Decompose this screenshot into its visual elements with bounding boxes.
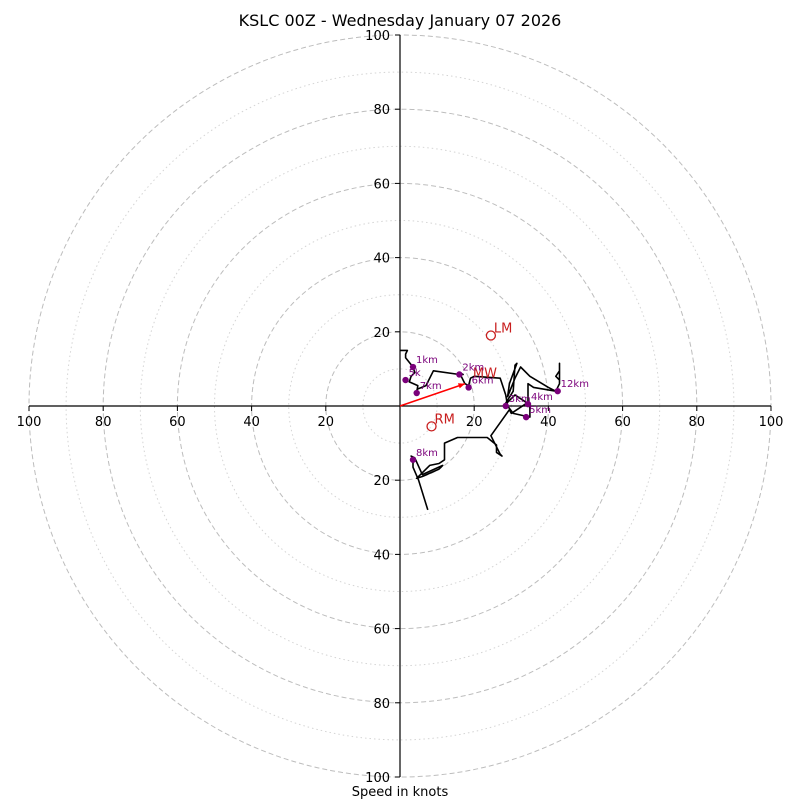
x-tick-label: 20 <box>466 415 483 430</box>
height-marker-dot <box>402 376 409 384</box>
height-marker-label: 1km <box>416 355 438 366</box>
height-marker-label: 7km <box>420 381 442 392</box>
y-tick-label: 80 <box>373 103 390 118</box>
height-marker-label: 5km <box>529 405 551 416</box>
wind-trace-layer <box>400 349 561 511</box>
y-tick-label: 60 <box>373 177 390 192</box>
height-marker-label: 5k <box>409 368 421 379</box>
height-marker-dot <box>522 413 530 421</box>
height-marker-label: 4km <box>531 392 553 403</box>
storm-motion-marker <box>426 421 437 432</box>
storm-motion-label: RM <box>435 412 455 427</box>
mean-wind-layer: MW <box>399 367 497 407</box>
height-marker-label: 6km <box>472 375 494 386</box>
height-marker-dot <box>456 371 463 378</box>
height-marker-label: 2km <box>462 362 484 373</box>
mean-wind-vector <box>399 383 466 407</box>
x-tick-label: 100 <box>17 415 42 430</box>
storm-motion-label: LM <box>494 322 512 337</box>
x-tick-label: 40 <box>540 415 557 430</box>
y-tick-label: 100 <box>365 29 390 44</box>
y-tick-label: 20 <box>373 474 390 489</box>
x-tick-label: 20 <box>318 415 335 430</box>
mean-wind-label: MW <box>473 367 497 382</box>
height-marker-dot <box>409 363 417 371</box>
x-tick-label: 40 <box>243 415 260 430</box>
wind-trace-line <box>400 349 561 511</box>
chart-title: KSLC 00Z - Wednesday January 07 2026 <box>239 11 562 30</box>
x-axis-label: Speed in knots <box>352 785 449 800</box>
height-marker-dot <box>409 456 417 463</box>
y-tick-label: 100 <box>365 771 390 786</box>
y-tick-label: 20 <box>373 326 390 341</box>
y-tick-label: 80 <box>373 697 390 712</box>
height-marker-dot <box>413 389 420 397</box>
mean-wind-arrowhead <box>457 383 465 389</box>
x-tick-label: 80 <box>689 415 706 430</box>
height-marker-dot <box>465 384 472 391</box>
height-marker-label: 8km <box>416 448 438 459</box>
storm-motion-marker <box>485 330 497 341</box>
storm-motion-layer: LM RM <box>426 322 512 432</box>
x-tick-label: 60 <box>614 415 631 430</box>
x-tick-label: 100 <box>759 415 784 430</box>
height-marker-label: 3km <box>509 394 531 405</box>
height-marker-dot <box>502 402 509 410</box>
x-tick-label: 60 <box>169 415 186 430</box>
axis-ticks: 100 80 60 40 20 20 40 60 80 100 100 80 60 40 20 20 40 60 8… <box>17 29 784 786</box>
height-marker-label: 12km <box>561 379 589 390</box>
y-tick-label: 40 <box>373 252 390 267</box>
y-tick-label: 40 <box>373 548 390 563</box>
height-marker-dot <box>554 387 561 395</box>
x-tick-label: 80 <box>95 415 112 430</box>
height-marker-layer: 1km 5k 2km 6km 7km 3km 4km 5km 12km 8km <box>402 355 589 463</box>
y-tick-label: 60 <box>373 623 390 638</box>
height-marker-dot <box>524 400 532 408</box>
